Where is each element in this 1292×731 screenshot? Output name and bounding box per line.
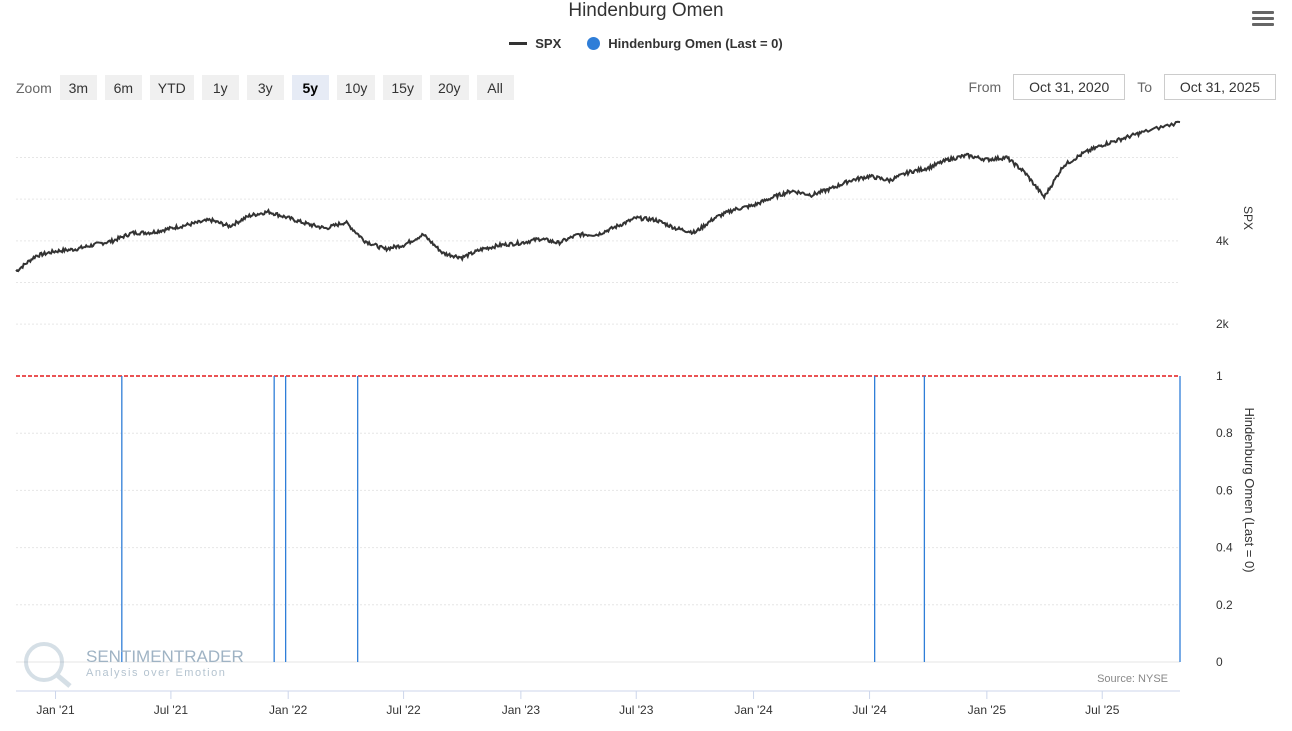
spx-axis-title: SPX	[1241, 206, 1255, 230]
hamburger-menu-icon[interactable]	[1252, 8, 1274, 28]
legend-item-spx[interactable]: SPX	[509, 36, 561, 51]
legend-item-hindenburg[interactable]: Hindenburg Omen (Last = 0)	[587, 36, 783, 51]
zoom-button-10y[interactable]: 10y	[336, 75, 376, 100]
zoom-button-3m[interactable]: 3m	[59, 75, 97, 100]
x-tick-label: Jan '21	[36, 703, 75, 717]
magnifier-handle	[55, 673, 72, 688]
zoom-button-1y[interactable]: 1y	[201, 75, 239, 100]
zoom-button-6m[interactable]: 6m	[104, 75, 142, 100]
x-tick-label: Jan '22	[269, 703, 308, 717]
x-tick-label: Jan '24	[734, 703, 773, 717]
x-tick-label: Jul '25	[1085, 703, 1120, 717]
spx-series-line	[15, 120, 1181, 273]
zoom-buttons: 3m 6m YTD 1y 3y 5y 10y 15y 20y All	[59, 75, 514, 100]
date-range: From To	[969, 74, 1276, 100]
zoom-label: Zoom	[16, 79, 52, 96]
dot-swatch-icon	[587, 37, 601, 50]
omen-tick-label: 0.2	[1216, 598, 1233, 612]
omen-tick-label: 0.6	[1216, 483, 1233, 497]
zoom-button-3y[interactable]: 3y	[246, 75, 284, 100]
x-tick-label: Jul '24	[852, 703, 887, 717]
zoom-button-ytd[interactable]: YTD	[149, 75, 194, 100]
from-label: From	[968, 79, 1002, 95]
omen-tick-label: 0	[1216, 655, 1223, 669]
zoom-button-all[interactable]: All	[476, 75, 514, 100]
legend-label-hindenburg: Hindenburg Omen (Last = 0)	[608, 36, 783, 51]
source-label: Source: NYSE	[1097, 673, 1168, 685]
to-date-input[interactable]	[1164, 74, 1276, 100]
line-swatch-icon	[509, 42, 528, 45]
from-date-input[interactable]	[1013, 74, 1126, 100]
magnifier-icon	[24, 642, 64, 682]
spx-tick-label: 4k	[1216, 234, 1230, 248]
chart-title: Hindenburg Omen	[568, 0, 724, 21]
watermark-tagline: Analysis over Emotion	[86, 667, 226, 679]
zoom-bar: Zoom 3m 6m YTD 1y 3y 5y 10y 15y 20y All	[16, 75, 514, 100]
zoom-button-5y[interactable]: 5y	[291, 75, 329, 100]
legend: SPX Hindenburg Omen (Last = 0)	[0, 36, 1292, 51]
legend-label-spx: SPX	[535, 36, 562, 51]
x-tick-label: Jul '21	[154, 703, 189, 717]
x-tick-label: Jan '23	[502, 703, 541, 717]
x-tick-label: Jan '25	[968, 703, 1007, 717]
omen-tick-label: 0.4	[1216, 541, 1233, 555]
sentimentrader-logo	[24, 642, 72, 688]
spx-tick-label: 2k	[1216, 317, 1230, 331]
x-tick-label: Jul '23	[619, 703, 654, 717]
omen-axis-title: Hindenburg Omen (Last = 0)	[1242, 407, 1257, 572]
omen-tick-label: 1	[1216, 369, 1223, 383]
watermark-brand: SENTIMENTRADER	[86, 647, 244, 666]
x-tick-label: Jul '22	[386, 703, 421, 717]
omen-tick-label: 0.8	[1216, 426, 1233, 440]
zoom-button-20y[interactable]: 20y	[429, 75, 469, 100]
zoom-button-15y[interactable]: 15y	[383, 75, 422, 100]
to-label: To	[1137, 79, 1152, 95]
